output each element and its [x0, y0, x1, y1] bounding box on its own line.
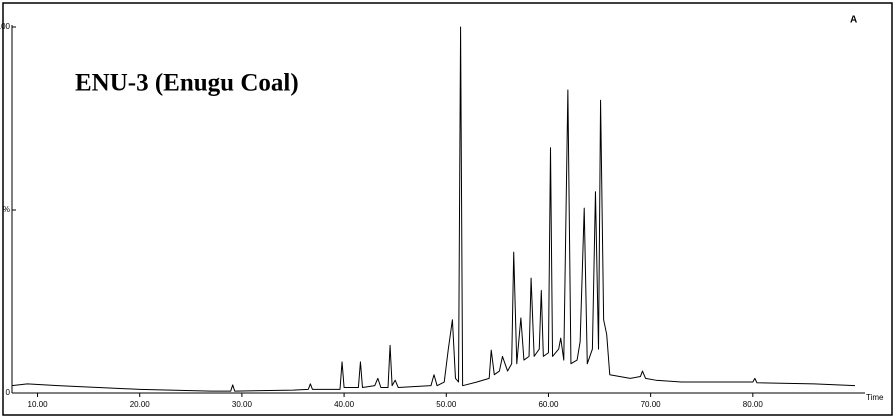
y-tick-label: %: [3, 205, 10, 214]
x-tick-label: 10.00: [28, 400, 49, 409]
x-tick-label: 40.00: [334, 400, 355, 409]
x-tick-label: 70.00: [641, 400, 662, 409]
x-tick-label: 60.00: [538, 400, 559, 409]
y-tick-label: 0: [6, 388, 11, 397]
panel-label: A: [850, 15, 857, 26]
y-tick-label: 100: [0, 22, 11, 31]
x-tick-label: 80.00: [743, 400, 764, 409]
x-axis-label: Time: [866, 393, 884, 402]
chromatogram-line: [11, 26, 856, 392]
x-tick-label: 50.00: [436, 400, 457, 409]
chart-title: ENU-3 (Enugu Coal): [75, 70, 299, 97]
x-tick-label: 20.00: [130, 400, 151, 409]
x-tick-label: 30.00: [232, 400, 253, 409]
